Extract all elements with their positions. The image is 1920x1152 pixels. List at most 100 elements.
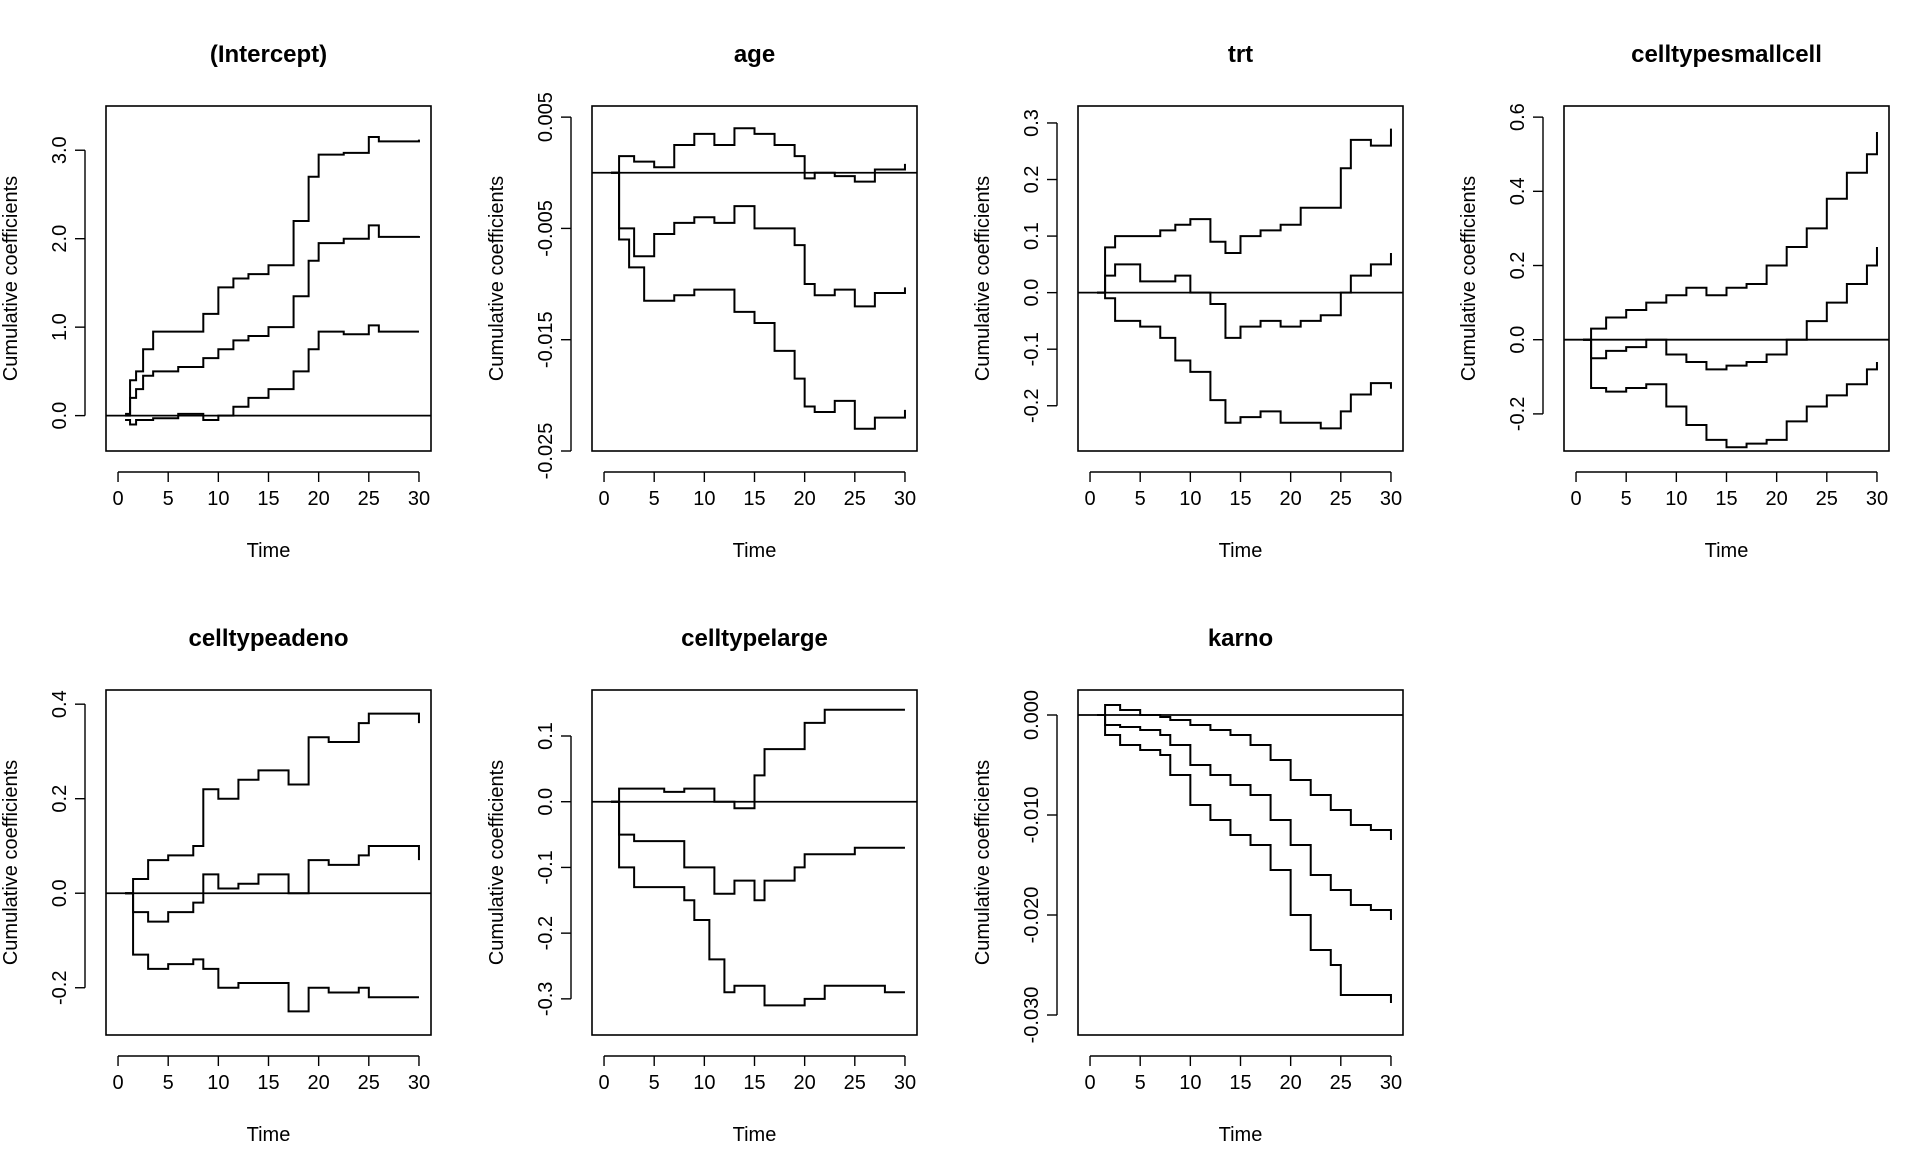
- series-line-3: [611, 800, 905, 1007]
- x-axis-label: Time: [733, 540, 777, 562]
- series-line-1: [1583, 131, 1878, 341]
- panel-7: karno 0 5 10 15 20 25 30 -0.030 -0.020 -0.010 0.000…: [972, 625, 1404, 1146]
- plot-frame: [1077, 689, 1404, 1036]
- x-tick-label: 15: [1229, 488, 1251, 510]
- y-tick-label: 0.2: [49, 785, 71, 813]
- series-line-1: [1097, 128, 1392, 294]
- y-tick-label: -0.025: [535, 423, 557, 480]
- y-tick-label: 0.0: [49, 402, 71, 430]
- x-tick-label: 20: [794, 488, 816, 510]
- x-tick-label: 15: [743, 1072, 765, 1094]
- series-line-1: [125, 135, 420, 415]
- y-tick-label: -0.010: [1021, 787, 1043, 844]
- x-tick-label: 0: [1570, 488, 1581, 510]
- panel-title: trt: [1228, 41, 1253, 68]
- x-tick-label: 25: [358, 488, 380, 510]
- x-tick-label: 25: [1330, 488, 1352, 510]
- plot-frame: [591, 689, 918, 1036]
- y-tick-label: 0.000: [1021, 690, 1043, 740]
- x-tick-label: 10: [1665, 488, 1687, 510]
- y-tick-label: 0.0: [1507, 326, 1529, 354]
- x-tick-label: 20: [308, 1072, 330, 1094]
- y-tick-label: -0.2: [1507, 397, 1529, 431]
- series-line-1: [125, 712, 420, 895]
- x-tick-label: 25: [1330, 1072, 1352, 1094]
- x-tick-label: 15: [1715, 488, 1737, 510]
- x-tick-label: 0: [1084, 1072, 1095, 1094]
- y-tick-label: 0.6: [1507, 103, 1529, 131]
- x-tick-label: 15: [1229, 1072, 1251, 1094]
- y-tick-label: -0.005: [535, 200, 557, 257]
- y-tick-label: -0.2: [535, 916, 557, 950]
- x-tick-label: 25: [358, 1072, 380, 1094]
- series-line-1: [1097, 704, 1392, 840]
- x-tick-label: 20: [1280, 488, 1302, 510]
- series-line-3: [611, 171, 906, 430]
- y-tick-label: 0.0: [535, 788, 557, 816]
- y-tick-label: -0.1: [1021, 332, 1043, 366]
- series-line-3: [125, 324, 419, 426]
- series-line-2: [611, 800, 905, 902]
- y-tick-label: 3.0: [49, 136, 71, 164]
- plot-frame: [1077, 105, 1404, 452]
- series-line-2: [1097, 253, 1392, 339]
- x-tick-label: 15: [257, 1072, 279, 1094]
- x-tick-label: 5: [163, 1072, 174, 1094]
- y-tick-label: 0.2: [1507, 252, 1529, 280]
- y-tick-label: -0.030: [1021, 987, 1043, 1044]
- y-axis-label: Cumulative coefficients: [486, 176, 508, 381]
- x-tick-label: 10: [207, 488, 229, 510]
- y-axis-label: Cumulative coefficients: [0, 176, 22, 381]
- y-axis-label: Cumulative coefficients: [1458, 176, 1480, 381]
- series-line-1: [611, 708, 905, 810]
- y-tick-label: 0.3: [1021, 109, 1043, 137]
- x-axis-label: Time: [1219, 540, 1263, 562]
- x-tick-label: 15: [743, 488, 765, 510]
- x-tick-label: 30: [894, 488, 916, 510]
- x-tick-label: 5: [1135, 1072, 1146, 1094]
- panel-title: age: [734, 41, 775, 68]
- x-tick-label: 0: [112, 1072, 123, 1094]
- x-tick-label: 20: [794, 1072, 816, 1094]
- y-tick-label: 0.1: [535, 722, 557, 750]
- x-axis-label: Time: [247, 540, 291, 562]
- x-tick-label: 10: [207, 1072, 229, 1094]
- x-tick-label: 20: [1280, 1072, 1302, 1094]
- x-tick-label: 30: [408, 1072, 430, 1094]
- x-tick-label: 20: [1766, 488, 1788, 510]
- y-tick-label: 2.0: [49, 225, 71, 253]
- x-tick-label: 5: [649, 488, 660, 510]
- x-tick-label: 0: [598, 1072, 609, 1094]
- panel-title: celltypeadeno: [188, 625, 348, 652]
- panel-title: celltypelarge: [681, 625, 828, 652]
- y-tick-label: -0.020: [1021, 887, 1043, 944]
- y-tick-label: 0.1: [1021, 222, 1043, 250]
- plot-frame: [105, 689, 432, 1036]
- y-tick-label: -0.1: [535, 850, 557, 884]
- x-tick-label: 5: [163, 488, 174, 510]
- x-tick-label: 25: [844, 488, 866, 510]
- panel-3: trt 0 5 10 15 20 25 30 -0.2 -0.1 0.0 0.1 0.2 0.3 Time C…: [972, 41, 1404, 562]
- y-tick-label: 0.0: [49, 879, 71, 907]
- series-line-3: [125, 892, 419, 1013]
- panel-2: age 0 5 10 15 20 25 30 -0.025 -0.015 -0.005 0.005 Ti…: [486, 41, 918, 562]
- x-tick-label: 0: [598, 488, 609, 510]
- x-axis-label: Time: [247, 1124, 291, 1146]
- x-axis-label: Time: [733, 1124, 777, 1146]
- y-tick-label: 0.4: [49, 690, 71, 718]
- series-line-2: [125, 844, 420, 923]
- y-axis-label: Cumulative coefficients: [972, 760, 994, 965]
- panel-1: (Intercept) 0 5 10 15 20 25 30 0.0 1.0 2.0 3.0 Time C…: [0, 41, 432, 562]
- x-tick-label: 30: [1866, 488, 1888, 510]
- y-tick-label: -0.3: [535, 982, 557, 1016]
- x-tick-label: 25: [844, 1072, 866, 1094]
- x-tick-label: 15: [257, 488, 279, 510]
- plot-frame: [105, 105, 432, 452]
- y-tick-label: 0.0: [1021, 279, 1043, 307]
- series-line-3: [1583, 338, 1878, 449]
- x-tick-label: 10: [693, 1072, 715, 1094]
- plot-frame: [591, 105, 918, 452]
- x-tick-label: 10: [693, 488, 715, 510]
- y-tick-label: 1.0: [49, 313, 71, 341]
- x-axis-label: Time: [1219, 1124, 1263, 1146]
